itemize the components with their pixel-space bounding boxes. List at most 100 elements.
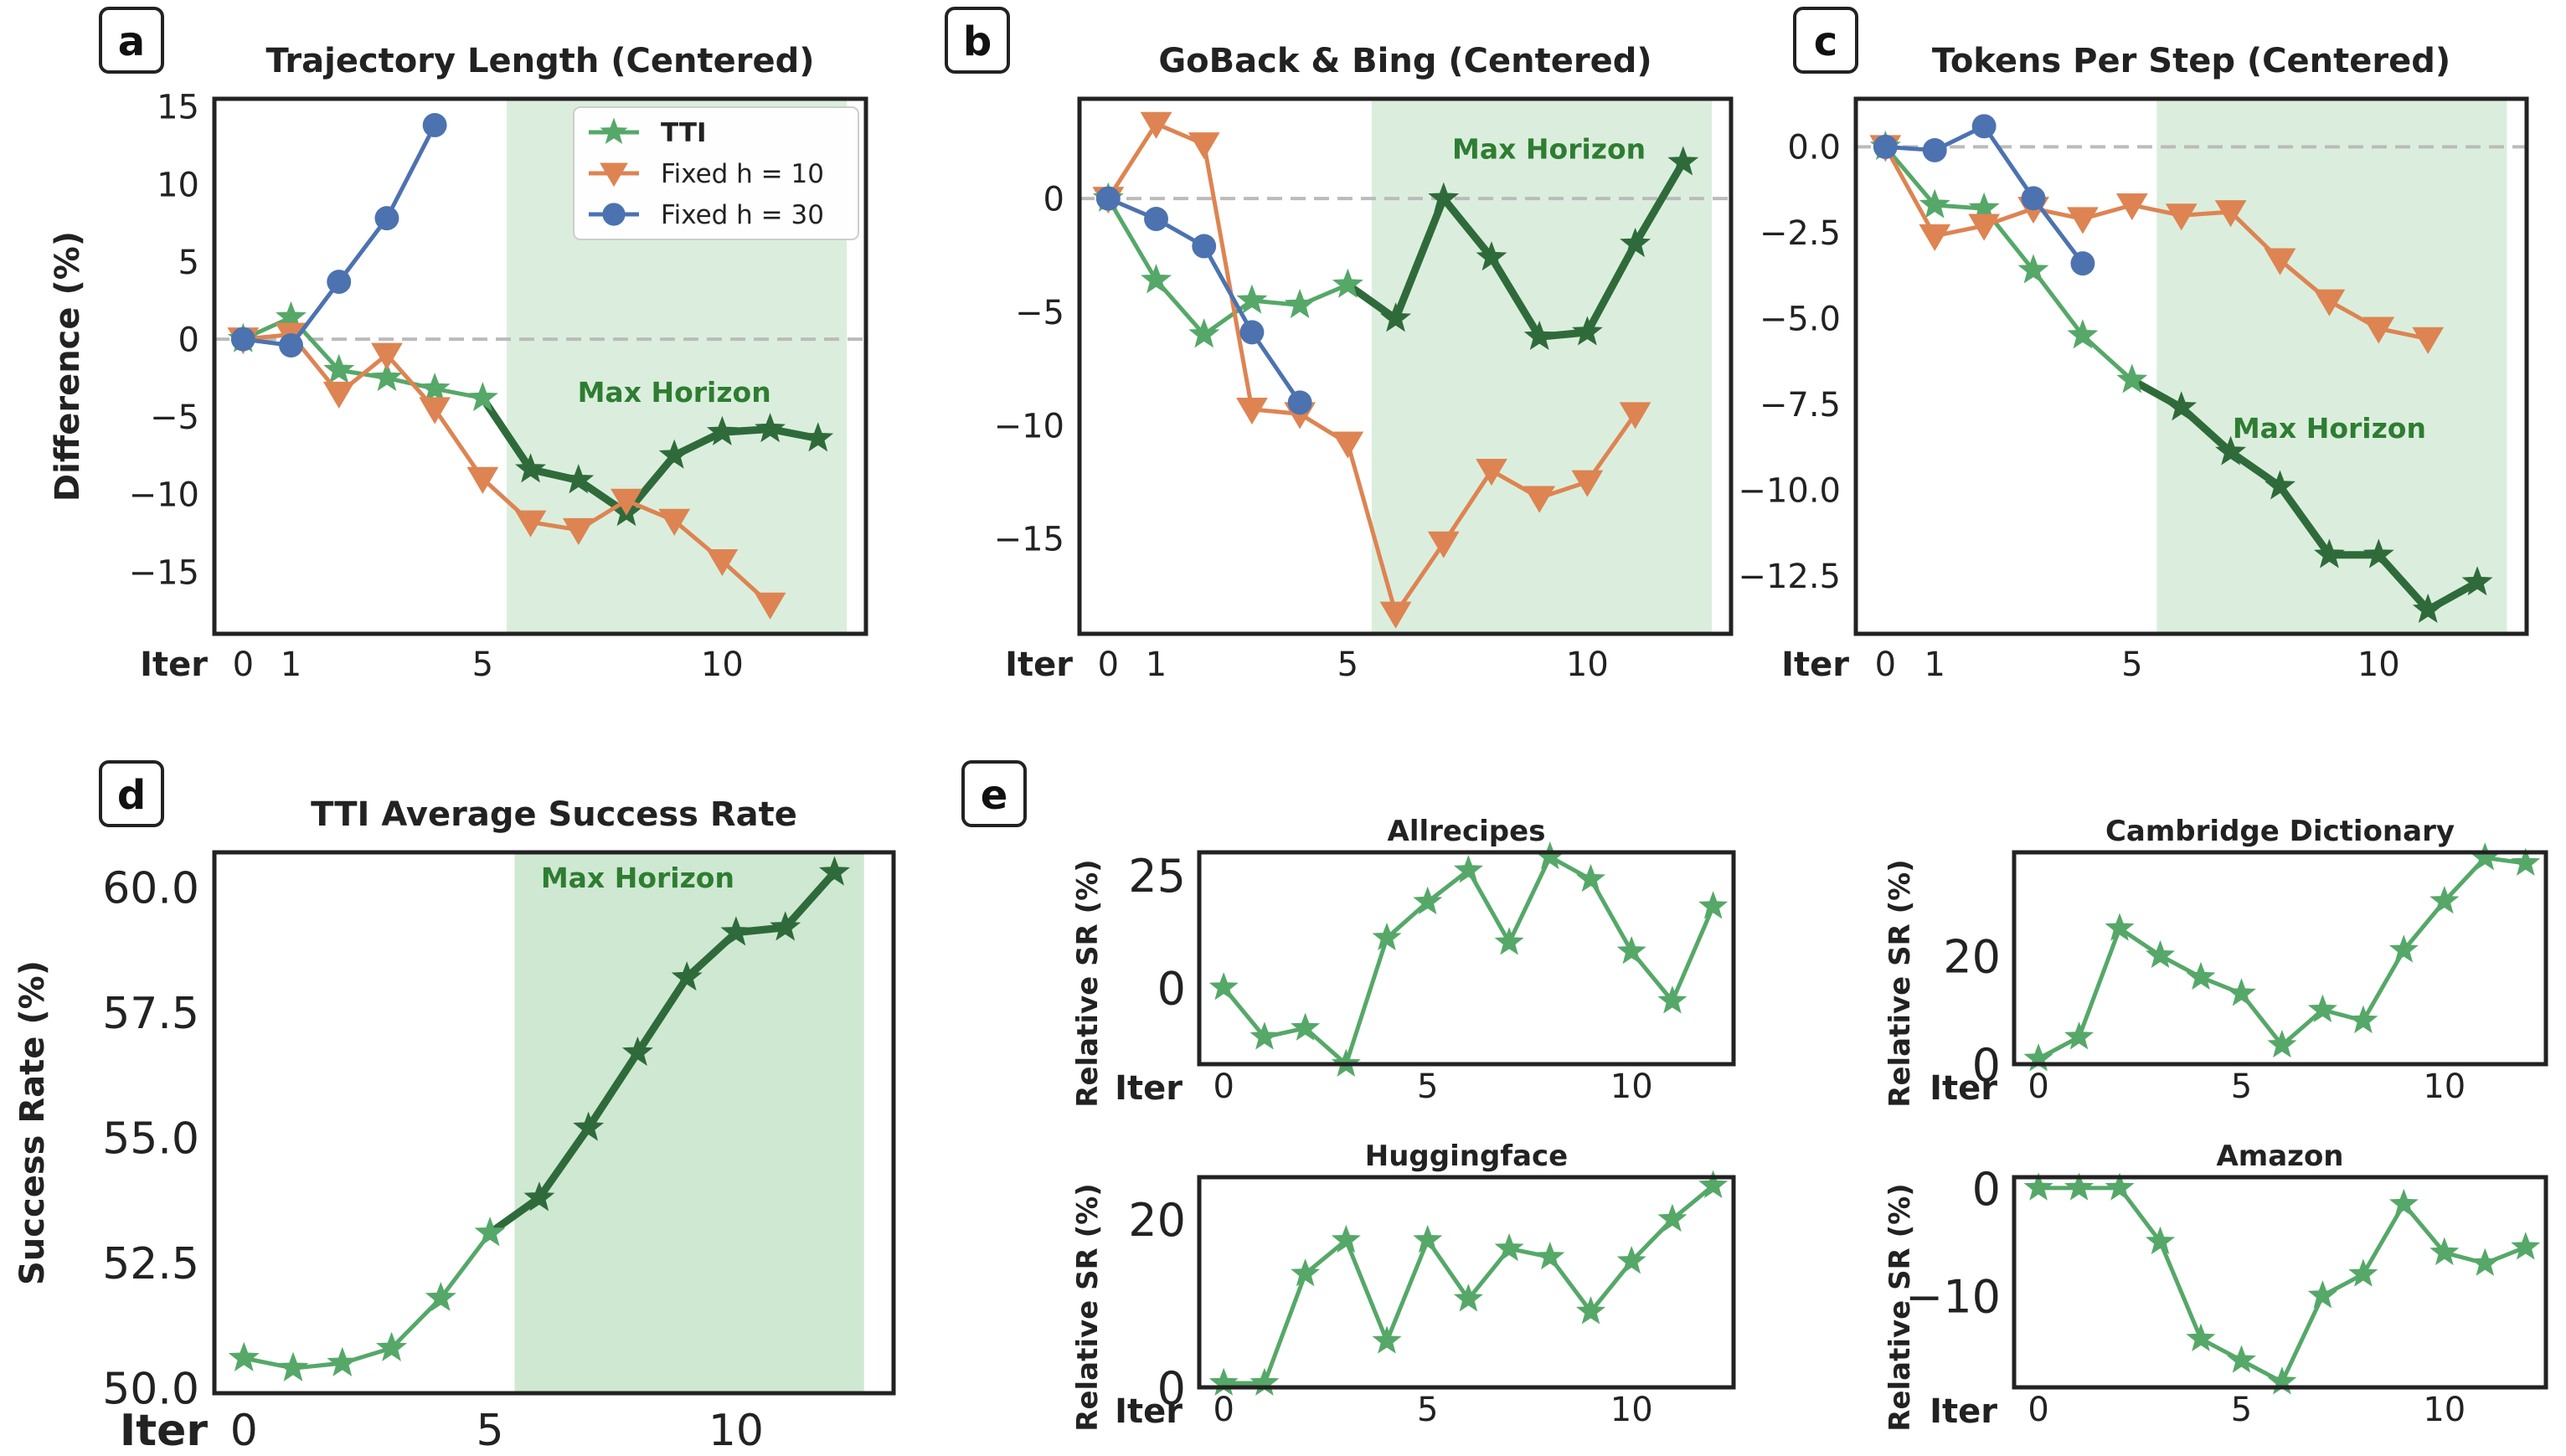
data-point-tti — [2166, 391, 2198, 421]
y-axis-label: Relative SR (%) — [1071, 859, 1105, 1107]
x-tick-label: 0 — [2028, 1068, 2048, 1106]
data-point-tti — [2470, 1248, 2500, 1276]
data-point-tti — [1476, 241, 1507, 271]
y-tick-label: 57.5 — [102, 989, 199, 1039]
series-line-tti — [1883, 145, 2134, 382]
data-point-tti — [2226, 978, 2256, 1006]
x-tick-label: 1 — [1924, 646, 1945, 684]
x-tick-label: 0 — [1213, 1391, 1234, 1429]
x-axis-label: Iter — [1930, 1392, 1997, 1431]
data-point-tti — [2362, 538, 2394, 569]
y-tick-label: −5 — [1015, 294, 1064, 332]
data-point-fixed30 — [1287, 390, 1312, 415]
data-point-tti — [2265, 470, 2295, 500]
panel-letter-text: a — [118, 18, 145, 65]
y-tick-label: −10 — [1905, 1271, 2001, 1324]
data-point-fixed30 — [2021, 186, 2046, 211]
data-point-fixed30 — [1239, 320, 1265, 345]
data-point-fixed10 — [1427, 531, 1460, 558]
plot-frame — [2012, 850, 2548, 1067]
data-point-tti — [466, 382, 498, 412]
subchart-e3: Huggingface 20 0 0 5 10 Iter Relative SR (%) — [1071, 1140, 1736, 1432]
y-tick-label: 20 — [1128, 1194, 1186, 1247]
data-point-tti — [1657, 1203, 1687, 1232]
series-line-tti — [2037, 855, 2527, 1061]
data-point-fixed10 — [1619, 402, 1651, 430]
data-point-tti — [2145, 939, 2176, 969]
data-point-fixed10 — [2264, 248, 2296, 275]
data-point-fixed30 — [1192, 234, 1217, 259]
data-point-tti — [802, 422, 834, 452]
data-point-fixed30 — [327, 270, 352, 295]
y-tick-label: −15 — [994, 521, 1064, 559]
data-point-tti — [770, 911, 801, 941]
y-tick-label: 0 — [1972, 1039, 2001, 1092]
x-tick-label: 1 — [281, 646, 301, 684]
y-tick-label: 20 — [1943, 930, 2001, 983]
legend-label-tti: TTI — [661, 118, 707, 148]
data-point-fixed30 — [1873, 134, 1898, 159]
max-horizon-shade — [514, 852, 864, 1393]
data-point-tti — [2429, 1237, 2460, 1266]
data-point-tti — [1188, 318, 1220, 348]
y-tick-label: 0.0 — [1787, 129, 1841, 167]
x-tick-label: 10 — [2423, 1391, 2466, 1429]
x-tick-label: 1 — [1146, 646, 1167, 684]
y-tick-label: 10 — [157, 166, 199, 204]
x-axis-label: Iter — [1005, 646, 1073, 684]
x-tick-label: 0 — [1213, 1068, 1234, 1106]
data-point-tti — [2064, 1172, 2095, 1201]
x-axis-label: Iter — [1115, 1392, 1183, 1431]
data-point-tti — [1332, 268, 1363, 298]
data-point-fixed30 — [1095, 186, 1121, 211]
series-tti — [1092, 146, 1699, 351]
data-point-tti — [1250, 1367, 1280, 1396]
y-tick-label: 0 — [1157, 1362, 1186, 1415]
data-point-fixed10 — [658, 508, 691, 536]
data-point-tti — [1428, 182, 1460, 212]
chart-title: Tokens Per Step (Centered) — [1932, 42, 2450, 80]
data-point-tti — [2313, 538, 2345, 569]
x-tick-label: 0 — [230, 1406, 258, 1456]
data-point-tti — [706, 415, 738, 445]
data-point-tti — [2388, 934, 2419, 963]
data-point-fixed10 — [1140, 111, 1172, 139]
chart-a: Max Horizon Trajectory Length (Centered) 1… — [49, 42, 868, 684]
data-point-tti — [1667, 146, 1699, 176]
data-point-tti — [621, 1036, 653, 1066]
data-point-fixed10 — [466, 466, 499, 494]
data-point-tti — [474, 1217, 506, 1247]
data-point-tti — [2186, 1323, 2216, 1351]
data-point-tti — [1284, 288, 1316, 319]
chart-b: Max Horizon GoBack & Bing (Centered) 0 −5 −1… — [994, 42, 1734, 684]
panel-letter-text: b — [963, 18, 992, 65]
y-tick-label: 5 — [178, 244, 199, 282]
x-tick-label: 10 — [1610, 1391, 1653, 1429]
data-point-tti — [1372, 1325, 1402, 1354]
y-tick-label: −10 — [129, 476, 199, 515]
y-tick-label: −5.0 — [1760, 301, 1841, 339]
y-tick-label: 15 — [157, 89, 199, 127]
panel-letter-text: c — [1814, 18, 1837, 65]
data-point-fixed30 — [230, 327, 255, 352]
data-point-tti — [2511, 1232, 2541, 1260]
y-axis-label: Difference (%) — [49, 231, 87, 502]
plot-frame — [1853, 96, 2529, 636]
data-point-fixed10 — [611, 488, 642, 516]
panel-letter-a: a — [99, 7, 164, 74]
y-tick-label: 55.0 — [102, 1114, 199, 1165]
data-point-tti — [1616, 1245, 1646, 1274]
series-fixed30 — [1095, 186, 1312, 415]
chart-title: Trajectory Length (Centered) — [266, 42, 815, 80]
data-point-fixed30 — [1144, 207, 1168, 231]
data-point-tti — [1576, 863, 1606, 893]
chart-c: Max Horizon Tokens Per Step (Centered) 0.0… — [1738, 42, 2529, 684]
data-point-tti — [1236, 284, 1268, 314]
data-point-tti — [2067, 319, 2099, 349]
data-point-tti — [1380, 302, 1412, 332]
data-point-tti — [1453, 1284, 1483, 1312]
data-point-fixed10 — [322, 381, 355, 409]
data-point-tti — [371, 361, 403, 392]
subchart-title: Cambridge Dictionary — [2105, 815, 2455, 848]
panel-letter-box — [961, 760, 1027, 827]
